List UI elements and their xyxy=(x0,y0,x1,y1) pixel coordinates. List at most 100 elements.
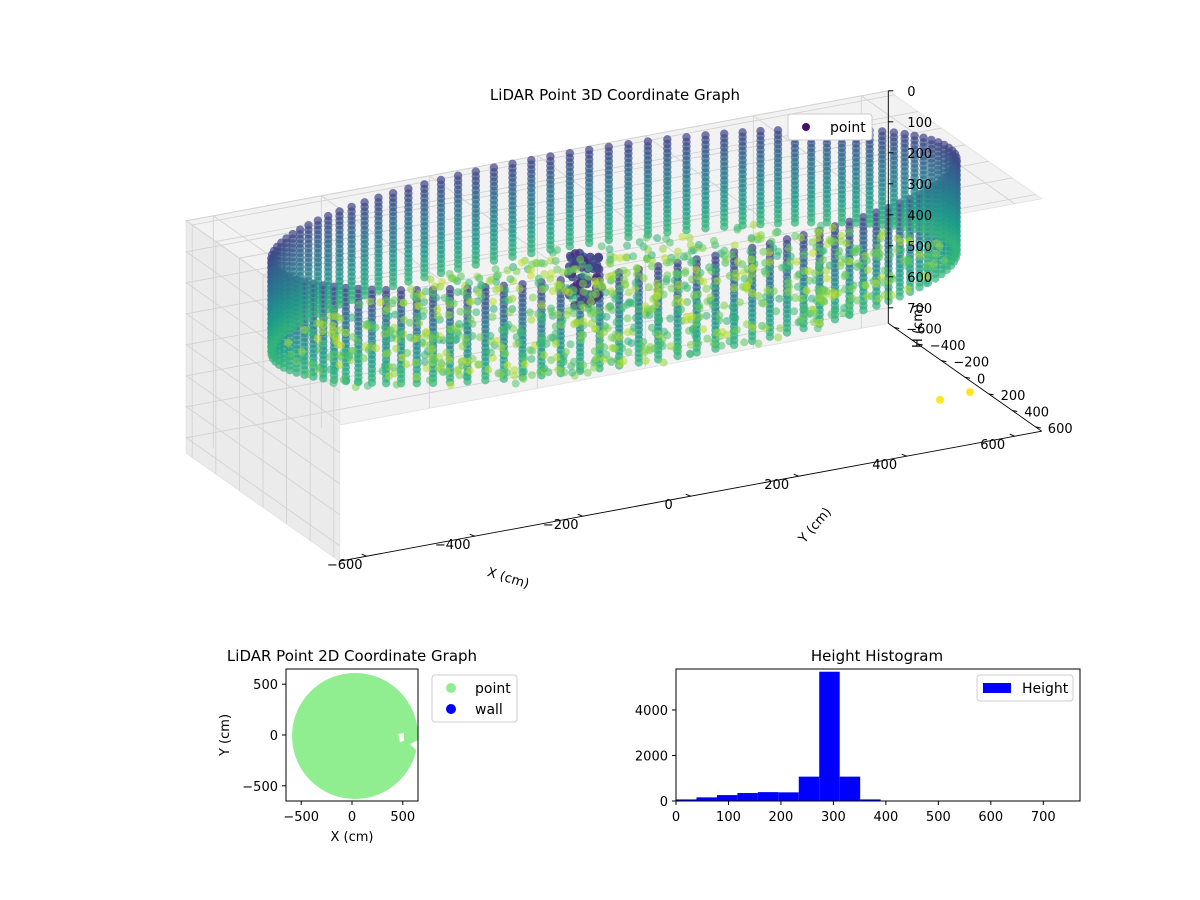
point-marker xyxy=(834,288,843,297)
point-marker xyxy=(763,286,772,295)
y-tick-label: 0 xyxy=(660,795,668,810)
point-marker xyxy=(376,298,385,307)
z-tick-label: 600 xyxy=(907,271,932,286)
legend-marker-wall xyxy=(446,704,456,714)
point-marker xyxy=(583,368,592,377)
point-marker xyxy=(474,288,483,297)
point-marker xyxy=(474,360,483,369)
point-marker xyxy=(438,360,447,369)
point-marker xyxy=(725,337,734,346)
point-marker xyxy=(556,280,565,289)
point-marker xyxy=(508,252,517,261)
point-marker xyxy=(554,365,563,374)
point-marker xyxy=(512,267,521,276)
point-marker xyxy=(663,271,672,280)
point-marker xyxy=(284,338,293,347)
point-marker xyxy=(546,245,555,254)
point-marker xyxy=(615,333,624,342)
point-marker xyxy=(660,327,669,336)
point-marker xyxy=(589,255,599,265)
chart-2d-plot xyxy=(292,673,418,799)
point-marker xyxy=(540,259,548,268)
point-marker xyxy=(712,265,721,274)
point-marker xyxy=(836,261,845,270)
point-marker xyxy=(313,309,323,318)
point-marker xyxy=(488,313,497,321)
point-marker xyxy=(467,297,476,306)
point-marker xyxy=(889,221,899,230)
point-marker xyxy=(402,360,411,369)
point-marker xyxy=(554,310,563,319)
point-marker xyxy=(776,324,785,333)
z-tick-label: 0 xyxy=(907,85,915,100)
point-marker xyxy=(440,294,449,302)
x-tick-label: 100 xyxy=(716,810,741,825)
point-marker xyxy=(921,263,930,272)
point-marker xyxy=(811,269,819,278)
point-marker xyxy=(527,355,536,363)
y-tick-label: 200 xyxy=(1001,389,1026,404)
histogram-bar xyxy=(696,797,717,801)
point-marker xyxy=(828,288,837,297)
point-marker xyxy=(822,274,831,283)
point-marker xyxy=(825,261,834,270)
point-marker xyxy=(445,270,454,278)
point-marker xyxy=(680,281,689,290)
point-marker xyxy=(709,339,718,348)
point-marker xyxy=(456,272,465,281)
grid-line-z xyxy=(185,276,889,516)
x-tick xyxy=(1009,433,1015,437)
point-marker xyxy=(632,292,641,301)
point-marker xyxy=(590,347,599,356)
point-marker xyxy=(888,274,897,283)
point-marker xyxy=(791,294,800,302)
point-marker xyxy=(769,244,778,252)
point-marker xyxy=(666,314,675,323)
point-marker xyxy=(754,339,763,348)
point-marker xyxy=(900,222,909,232)
point-marker xyxy=(863,292,872,301)
x-tick xyxy=(361,553,367,557)
point-marker xyxy=(878,220,887,229)
point-marker xyxy=(618,343,626,352)
point-marker xyxy=(519,367,528,376)
point-marker xyxy=(553,265,562,274)
chart-3d-zlabel: H (cm) xyxy=(911,304,926,348)
point-marker xyxy=(880,266,889,275)
point-marker xyxy=(616,359,625,368)
point-marker xyxy=(794,282,802,291)
point-marker xyxy=(453,264,463,273)
point-marker xyxy=(585,238,594,248)
point-marker xyxy=(643,230,653,239)
point-marker xyxy=(360,291,369,300)
point-marker xyxy=(647,262,656,271)
histogram-bar xyxy=(716,795,738,801)
point-marker xyxy=(602,350,611,359)
point-marker xyxy=(699,277,708,286)
point-marker xyxy=(308,359,317,368)
point-marker xyxy=(328,321,337,330)
point-marker xyxy=(702,311,711,320)
x-tick-label: 0 xyxy=(348,810,356,825)
point-marker xyxy=(808,305,817,314)
point-marker xyxy=(570,249,580,259)
point-marker xyxy=(406,318,414,327)
point-marker xyxy=(851,244,860,253)
outlier-point-marker xyxy=(936,395,944,404)
y-tick-label: −400 xyxy=(930,339,966,354)
point-marker xyxy=(632,270,641,279)
point-marker xyxy=(701,224,710,233)
point-marker xyxy=(841,270,850,279)
point-marker xyxy=(605,245,614,254)
point-marker xyxy=(539,351,548,360)
point-marker xyxy=(774,333,783,342)
point-marker xyxy=(692,265,701,274)
legend-marker-height xyxy=(983,683,1011,693)
point-marker xyxy=(381,306,390,315)
point-marker xyxy=(319,374,328,383)
point-marker xyxy=(720,222,729,231)
y-tick-label: 2000 xyxy=(635,749,668,764)
point-marker xyxy=(396,365,405,374)
point-marker xyxy=(510,366,519,374)
point-marker xyxy=(915,250,924,259)
